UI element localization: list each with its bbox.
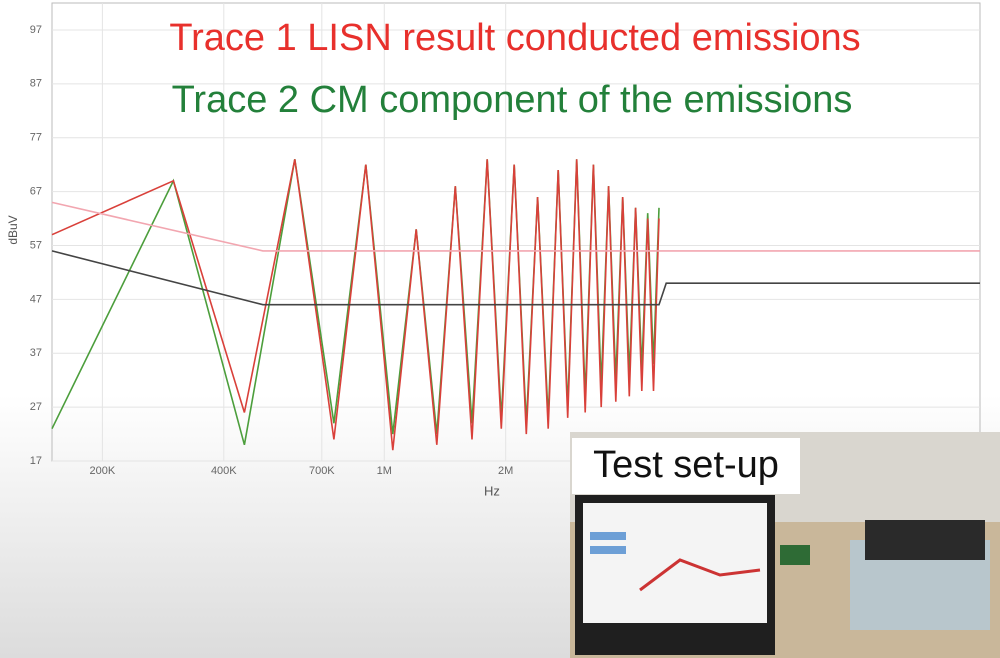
x-tick-label: 200K: [90, 465, 116, 477]
y-axis-label: dBuV: [6, 215, 20, 244]
x-tick-label: 700K: [309, 465, 335, 477]
ui-button: [590, 546, 626, 554]
x-tick-label: 400K: [211, 465, 237, 477]
heatsink: [865, 520, 985, 560]
x-tick-label: 2M: [498, 465, 513, 477]
y-tick-label: 77: [30, 132, 42, 144]
y-tick-label: 97: [30, 24, 42, 36]
x-axis-label: Hz: [484, 483, 500, 498]
caption-box: [572, 438, 800, 494]
ui-button: [590, 532, 626, 540]
trace-line: [51, 159, 660, 451]
inset-caption: Test set-up: [593, 444, 779, 486]
y-tick-label: 87: [30, 78, 42, 90]
mini-trace: [639, 558, 761, 592]
y-tick-label: 47: [30, 293, 42, 305]
y-tick-label: 27: [30, 401, 42, 413]
y-tick-label: 37: [30, 347, 42, 359]
y-tick-label: 57: [30, 239, 42, 251]
x-tick-label: 1M: [377, 465, 392, 477]
chart-title: Trace 1 LISN result conducted emissions: [169, 17, 860, 59]
y-tick-label: 17: [30, 455, 42, 467]
inset-photo: Test set-up: [570, 432, 1000, 658]
pcb: [780, 545, 810, 565]
trace-line: [51, 201, 980, 252]
y-tick-label: 67: [30, 185, 42, 197]
trace-line: [51, 250, 980, 306]
chart-subtitle: Trace 2 CM component of the emissions: [172, 79, 853, 121]
